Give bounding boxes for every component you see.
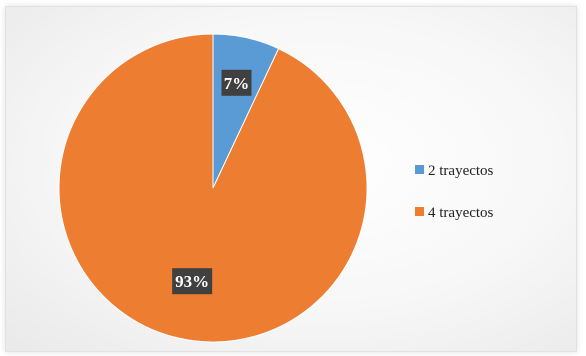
legend-label: 2 trayectos xyxy=(428,163,494,179)
data-label-box xyxy=(172,268,213,295)
pie-slices xyxy=(58,33,368,343)
data-label-4-trayectos: 93% xyxy=(172,268,213,295)
data-labels: 7% 93% xyxy=(172,69,252,295)
legend-label: 4 trayectos xyxy=(428,205,494,221)
legend-swatch xyxy=(415,207,424,216)
legend-swatch xyxy=(415,165,424,174)
data-label-2-trayectos: 7% xyxy=(221,69,252,96)
data-label-text: 93% xyxy=(175,272,209,291)
legend: 2 trayectos 4 trayectos xyxy=(415,163,494,221)
pie-slice-4-trayectos xyxy=(58,33,368,343)
legend-item-4-trayectos: 4 trayectos xyxy=(415,205,494,221)
data-label-text: 7% xyxy=(224,74,250,93)
data-label-box xyxy=(221,69,252,96)
legend-item-2-trayectos: 2 trayectos xyxy=(415,163,494,179)
